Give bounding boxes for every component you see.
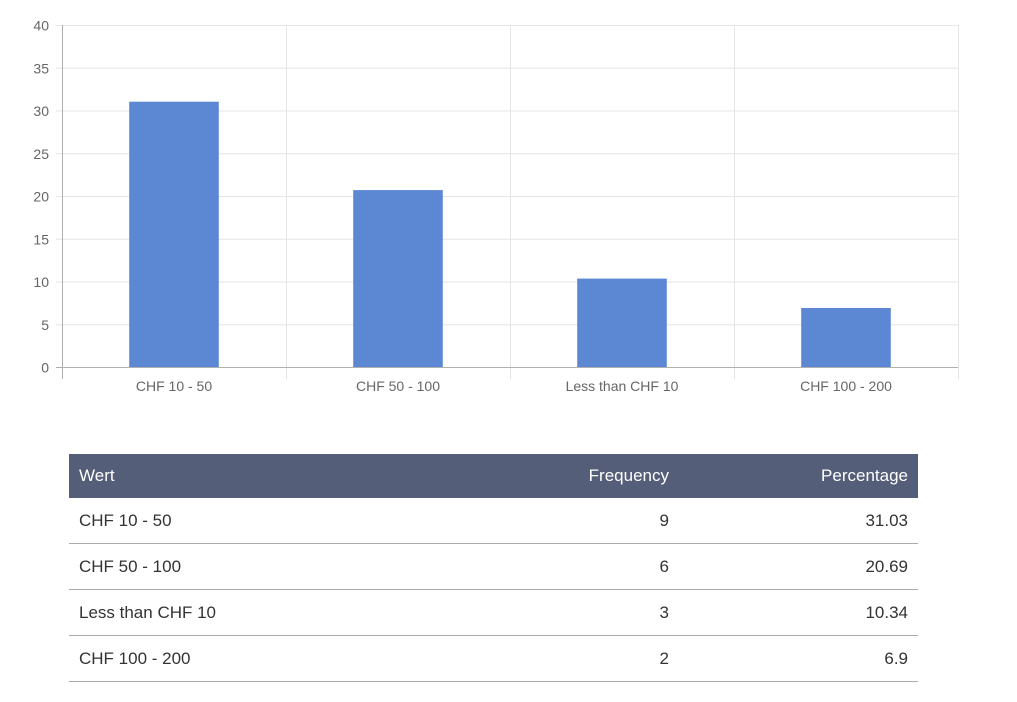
x-tick-label: CHF 50 - 100 [356,378,440,394]
cell-percentage: 20.69 [679,543,918,590]
header-wert: Wert [79,466,115,485]
cell-percentage: 10.34 [679,589,918,636]
cell-frequency: 9 [499,498,679,544]
x-tick-label: CHF 10 - 50 [136,378,212,394]
y-tick-label: 40 [33,18,49,34]
table-header-row: Wert Frequency Percentage [69,454,918,498]
cell-wert: CHF 100 - 200 [69,635,499,682]
table-row: Less than CHF 10 3 10.34 [69,589,918,636]
cell-frequency: 2 [499,635,679,682]
cell-wert: Less than CHF 10 [69,589,499,636]
y-tick-label: 25 [33,146,49,162]
table-row: CHF 100 - 200 2 6.9 [69,635,918,682]
y-tick-label: 5 [41,317,49,333]
cell-wert: CHF 10 - 50 [69,498,499,544]
table-row: CHF 10 - 50 9 31.03 [69,498,918,544]
cell-frequency: 3 [499,589,679,636]
cell-wert: CHF 50 - 100 [69,543,499,590]
header-frequency: Frequency [588,466,669,485]
y-tick-label: 30 [33,103,49,119]
bar-chart: 0 5 10 15 20 25 30 35 40 CHF 10 - 50 CHF 50 - 100 L… [33,18,959,394]
cell-percentage: 31.03 [679,498,918,544]
y-tick-label: 20 [33,189,49,205]
frequency-table: Wert Frequency Percentage CHF 10 - 50 9 … [69,454,918,682]
bar [801,308,891,367]
y-tick-label: 35 [33,60,49,76]
table-row: CHF 50 - 100 6 20.69 [69,543,918,590]
cell-frequency: 6 [499,543,679,590]
y-tick-label: 10 [33,274,49,290]
cell-percentage: 6.9 [679,635,918,682]
bar [129,101,219,368]
bar [577,278,667,367]
header-percentage: Percentage [821,466,908,485]
x-tick-label: CHF 100 - 200 [800,378,892,394]
x-tick-label: Less than CHF 10 [566,378,679,394]
y-tick-label: 15 [33,231,49,247]
y-tick-label: 0 [41,360,49,376]
bar [353,190,443,367]
